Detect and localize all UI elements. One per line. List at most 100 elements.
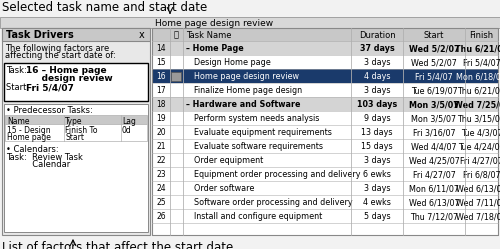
Text: ⓘ: ⓘ (174, 30, 179, 40)
Text: Wed 7/11/07: Wed 7/11/07 (456, 198, 500, 207)
Text: Tue 4/3/07: Tue 4/3/07 (460, 128, 500, 137)
Text: 15 - Design: 15 - Design (7, 126, 51, 135)
Text: 16: 16 (156, 72, 166, 81)
Text: 0d: 0d (122, 126, 132, 135)
Bar (152, 97, 498, 111)
Text: Tue 6/19/07: Tue 6/19/07 (410, 86, 458, 95)
Text: 15: 15 (156, 58, 166, 67)
Text: Wed 7/18/07: Wed 7/18/07 (456, 212, 500, 221)
Text: Duration: Duration (358, 30, 396, 40)
Bar (152, 181, 498, 195)
Text: 19: 19 (156, 114, 166, 123)
Text: 4 ewks: 4 ewks (363, 198, 391, 207)
Text: Wed 5/2/07: Wed 5/2/07 (411, 58, 457, 67)
Text: Mon 6/11/07: Mon 6/11/07 (409, 184, 459, 193)
Text: Evaluate equipment requirements: Evaluate equipment requirements (194, 128, 332, 137)
Bar (152, 139, 498, 153)
Text: Fri 6/8/07: Fri 6/8/07 (462, 170, 500, 179)
Bar (152, 28, 498, 235)
Text: affecting the start date of:: affecting the start date of: (5, 51, 116, 60)
Text: Mon 6/18/07: Mon 6/18/07 (456, 72, 500, 81)
Text: Home page: Home page (7, 133, 51, 142)
Bar (152, 153, 498, 167)
Text: Calendar: Calendar (6, 160, 70, 169)
Text: Wed 6/13/07: Wed 6/13/07 (456, 184, 500, 193)
Text: 3 days: 3 days (364, 156, 390, 165)
Text: Wed 7/25/07: Wed 7/25/07 (454, 100, 500, 109)
Text: Wed 5/2/07: Wed 5/2/07 (409, 44, 459, 53)
Text: Evaluate software requirements: Evaluate software requirements (194, 142, 323, 151)
Text: Home page design review: Home page design review (155, 19, 273, 28)
Text: 17: 17 (156, 86, 166, 95)
Text: Tue 4/24/07: Tue 4/24/07 (458, 142, 500, 151)
Bar (4, 104, 148, 232)
Bar (152, 195, 498, 209)
Text: 13 days: 13 days (361, 128, 393, 137)
Text: Wed 4/25/07: Wed 4/25/07 (408, 156, 460, 165)
Bar (4, 63, 148, 101)
Bar (152, 28, 498, 235)
Bar (171, 72, 181, 81)
Text: Mon 3/5/07: Mon 3/5/07 (409, 100, 459, 109)
Text: 3 days: 3 days (364, 58, 390, 67)
Text: 15 days: 15 days (361, 142, 393, 151)
Text: Start: Start (424, 30, 444, 40)
Text: Selected task name and start date: Selected task name and start date (2, 1, 208, 14)
Text: 20: 20 (156, 128, 166, 137)
Text: Order equipment: Order equipment (194, 156, 263, 165)
Text: 26: 26 (156, 212, 166, 221)
Text: • Predecessor Tasks:: • Predecessor Tasks: (6, 106, 93, 115)
Text: Start: Start (65, 133, 84, 142)
Text: Install and configure equipment: Install and configure equipment (194, 212, 322, 221)
Text: Thu 3/15/07: Thu 3/15/07 (458, 114, 500, 123)
Text: x: x (139, 30, 145, 40)
Text: Perform system needs analysis: Perform system needs analysis (194, 114, 320, 123)
Text: Fri 5/4/07: Fri 5/4/07 (415, 72, 453, 81)
Text: Start:: Start: (6, 83, 32, 92)
Bar (0, 17, 500, 28)
Text: Home page design review: Home page design review (194, 72, 299, 81)
Text: Fri 3/16/07: Fri 3/16/07 (412, 128, 456, 137)
Bar (152, 167, 498, 181)
Text: Task Name: Task Name (186, 30, 232, 40)
Text: 24: 24 (156, 184, 166, 193)
Text: Task:  Review Task: Task: Review Task (6, 153, 83, 162)
Text: Design Home page: Design Home page (194, 58, 271, 67)
Text: 21: 21 (156, 142, 166, 151)
Text: Wed 4/4/07: Wed 4/4/07 (411, 142, 457, 151)
Text: Task:: Task: (6, 66, 30, 75)
Text: Fri 4/27/07: Fri 4/27/07 (460, 156, 500, 165)
Text: 6 ewks: 6 ewks (363, 170, 391, 179)
Text: 23: 23 (156, 170, 166, 179)
Bar (2, 28, 150, 235)
Text: 3 days: 3 days (364, 184, 390, 193)
Text: 9 days: 9 days (364, 114, 390, 123)
Bar (152, 83, 498, 97)
Bar (152, 209, 498, 223)
Text: • Calendars:: • Calendars: (6, 145, 59, 154)
Text: Equipment order processing and delivery: Equipment order processing and delivery (194, 170, 360, 179)
Text: Finalize Home page design: Finalize Home page design (194, 86, 302, 95)
Text: 3 days: 3 days (364, 86, 390, 95)
Text: 25: 25 (156, 198, 166, 207)
Text: 37 days: 37 days (360, 44, 394, 53)
Text: Thu 7/12/07: Thu 7/12/07 (410, 212, 458, 221)
Text: 18: 18 (156, 100, 166, 109)
Text: – Home Page: – Home Page (186, 44, 244, 53)
Bar (5, 124, 147, 141)
Text: Order software: Order software (194, 184, 254, 193)
Text: Thu 6/21/07: Thu 6/21/07 (458, 86, 500, 95)
Text: Fri 4/27/07: Fri 4/27/07 (412, 170, 456, 179)
Bar (152, 28, 498, 41)
Text: Task Drivers: Task Drivers (6, 30, 74, 40)
Text: Mon 3/5/07: Mon 3/5/07 (412, 114, 457, 123)
Text: 14: 14 (156, 44, 166, 53)
Text: Thu 6/21/07: Thu 6/21/07 (455, 44, 500, 53)
Bar (152, 41, 498, 55)
Text: design review: design review (26, 74, 113, 83)
Text: Finish To: Finish To (65, 126, 98, 135)
Text: Name: Name (7, 117, 30, 125)
Text: Finish: Finish (470, 30, 494, 40)
Text: Type: Type (65, 117, 82, 125)
Text: 16 – Home page: 16 – Home page (26, 66, 106, 75)
